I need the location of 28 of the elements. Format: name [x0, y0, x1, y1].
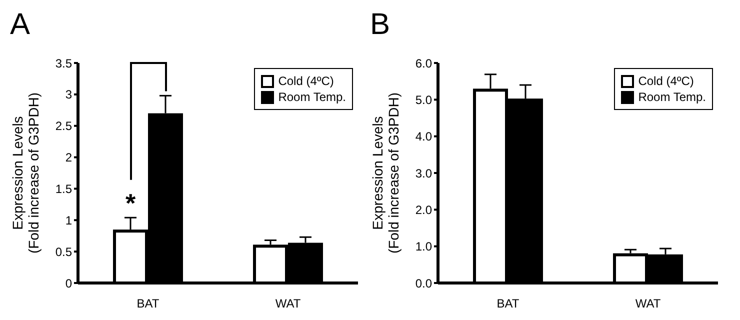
y-tick-label: 2 — [65, 150, 72, 165]
y-tick-label: 0 — [65, 276, 72, 290]
y-tick-label: 2.0 — [415, 202, 432, 217]
y-tick-label: 5.0 — [415, 92, 432, 107]
y-tick-label: 2.5 — [55, 119, 72, 134]
y-tick-label: 3.0 — [415, 166, 432, 180]
x-tick-label: BAT — [496, 296, 520, 311]
legend-label: Cold (4ºC) — [638, 74, 694, 88]
y-tick-label: 1.0 — [415, 240, 432, 254]
x-tick-label: WAT — [275, 296, 302, 311]
legend-label: Room Temp. — [638, 90, 706, 104]
y-tick-label: 4.0 — [415, 130, 432, 144]
legend-label: Cold (4ºC) — [278, 74, 334, 88]
chart-title: A — [10, 8, 30, 42]
y-axis-title: Expression Levels (Fold increase of G3PDH) — [10, 92, 42, 254]
annotation: * — [124, 188, 137, 219]
chart-title: B — [370, 8, 390, 42]
y-tick-label: 0.5 — [55, 244, 72, 259]
y-tick-label: 3.5 — [55, 56, 72, 70]
y-tick-label: 0.0 — [415, 276, 432, 290]
y-tick-label: 1 — [65, 213, 72, 228]
y-tick-label: 1.5 — [55, 182, 72, 196]
y-tick-label: 6.0 — [415, 56, 432, 70]
legend-label: Room Temp. — [278, 90, 346, 104]
x-tick-label: WAT — [635, 296, 662, 311]
y-tick-label: 3 — [65, 88, 72, 102]
y-axis-title: Expression Levels (Fold increase of G3PDH) — [370, 92, 402, 254]
x-tick-label: BAT — [136, 296, 160, 311]
